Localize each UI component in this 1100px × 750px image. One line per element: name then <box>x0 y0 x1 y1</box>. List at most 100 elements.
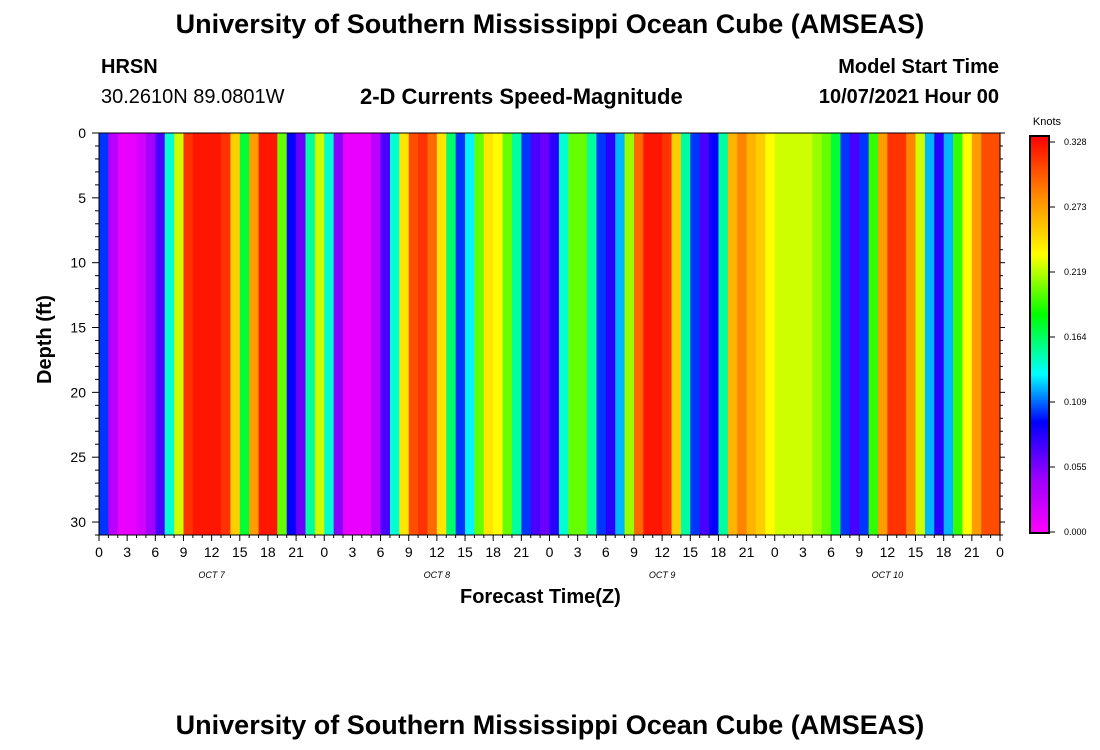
heatmap-column <box>671 133 682 535</box>
x-tick-label: 15 <box>457 544 473 560</box>
x-tick-label: 0 <box>546 544 554 560</box>
heatmap-column <box>155 133 166 535</box>
y-tick-label: 15 <box>70 320 86 336</box>
heatmap-column <box>981 133 992 535</box>
x-tick-label: 0 <box>95 544 103 560</box>
heatmap-column <box>990 133 1001 535</box>
heatmap-column <box>755 133 766 535</box>
heatmap-column <box>192 133 203 535</box>
heatmap-column <box>840 133 851 535</box>
day-label: OCT 8 <box>424 570 451 580</box>
heatmap-column <box>831 133 842 535</box>
colorbar-tick-label: 0.055 <box>1064 462 1087 472</box>
colorbar-tick-label: 0.109 <box>1064 397 1087 407</box>
heatmap-column <box>117 133 128 535</box>
colorbar-ramp <box>1029 135 1050 534</box>
colorbar-tick-label: 0.328 <box>1064 137 1087 147</box>
heatmap-column <box>849 133 860 535</box>
heatmap-column <box>662 133 673 535</box>
x-tick-label: 3 <box>574 544 582 560</box>
y-tick-label: 25 <box>70 449 86 465</box>
heatmap-column <box>868 133 879 535</box>
x-tick-label: 0 <box>996 544 1004 560</box>
colorbar-tick-label: 0.219 <box>1064 267 1087 277</box>
y-tick-label: 30 <box>70 514 86 530</box>
heatmap-column <box>953 133 964 535</box>
heatmap-column <box>389 133 400 535</box>
heatmap-column <box>793 133 804 535</box>
heatmap-column <box>305 133 316 535</box>
heatmap-column <box>774 133 785 535</box>
colorbar-tick-label: 0.273 <box>1064 202 1087 212</box>
heatmap-column <box>727 133 738 535</box>
y-tick-label: 10 <box>70 255 86 271</box>
heatmap-column <box>530 133 541 535</box>
heatmap-column <box>230 133 241 535</box>
x-tick-label: 9 <box>630 544 638 560</box>
heatmap-column <box>455 133 466 535</box>
heatmap-column <box>211 133 222 535</box>
day-label: OCT 9 <box>649 570 676 580</box>
heatmap-column <box>924 133 935 535</box>
heatmap-column <box>493 133 504 535</box>
station-coordinates: 30.2610N 89.0801W <box>101 86 285 108</box>
heatmap-column <box>183 133 194 535</box>
heatmap-column <box>558 133 569 535</box>
heatmap-column <box>784 133 795 535</box>
heatmap-column <box>746 133 757 535</box>
heatmap-column <box>821 133 832 535</box>
heatmap-column <box>943 133 954 535</box>
colorbar-unit: Knots <box>1033 116 1062 128</box>
x-tick-label: 12 <box>204 544 220 560</box>
y-tick-label: 5 <box>78 190 86 206</box>
heatmap-column <box>887 133 898 535</box>
heatmap-column <box>136 133 147 535</box>
heatmap-column <box>587 133 598 535</box>
heatmap-column <box>906 133 917 535</box>
heatmap-column <box>643 133 654 535</box>
heatmap-column <box>615 133 626 535</box>
plot-title: 2-D Currents Speed-Magnitude <box>360 84 683 109</box>
heatmap-column <box>859 133 870 535</box>
day-label: OCT 10 <box>872 570 904 580</box>
heatmap-column <box>802 133 813 535</box>
x-tick-label: 9 <box>855 544 863 560</box>
y-tick-label: 20 <box>70 384 86 400</box>
x-tick-label: 3 <box>123 544 131 560</box>
heatmap-column <box>427 133 438 535</box>
heatmap-column <box>605 133 616 535</box>
heatmap-column <box>202 133 213 535</box>
x-tick-label: 3 <box>349 544 357 560</box>
heatmap-column <box>324 133 335 535</box>
x-tick-label: 3 <box>799 544 807 560</box>
heatmap-column <box>971 133 982 535</box>
heatmap-column <box>540 133 551 535</box>
heatmap-column <box>624 133 635 535</box>
colorbar: Knots 0.328 0.273 0.219 0.164 0.109 0.055 0.00… <box>1029 116 1087 537</box>
heatmap-column <box>380 133 391 535</box>
heatmap-column <box>145 133 156 535</box>
x-tick-label: 9 <box>405 544 413 560</box>
heatmap-column <box>371 133 382 535</box>
bottom-title: University of Southern Mississippi Ocean… <box>175 710 925 740</box>
heatmap-column <box>915 133 926 535</box>
heatmap-column <box>267 133 278 535</box>
x-tick-label: 0 <box>771 544 779 560</box>
heatmap-column <box>221 133 231 535</box>
heatmap-column <box>286 133 297 535</box>
x-axis-label: Forecast Time(Z) <box>460 586 621 608</box>
heatmap-column <box>333 133 344 535</box>
heatmap-column <box>680 133 691 535</box>
x-tick-label: 6 <box>377 544 385 560</box>
x-tick-label: 18 <box>711 544 727 560</box>
heatmap-column <box>699 133 710 535</box>
heatmap-column <box>399 133 410 535</box>
heatmap-column <box>718 133 729 535</box>
station-name: HRSN <box>101 56 158 78</box>
x-tick-label: 6 <box>151 544 159 560</box>
heatmap-column <box>652 133 663 535</box>
x-tick-label: 6 <box>827 544 835 560</box>
x-tick-label: 6 <box>602 544 610 560</box>
heatmap-column <box>737 133 748 535</box>
